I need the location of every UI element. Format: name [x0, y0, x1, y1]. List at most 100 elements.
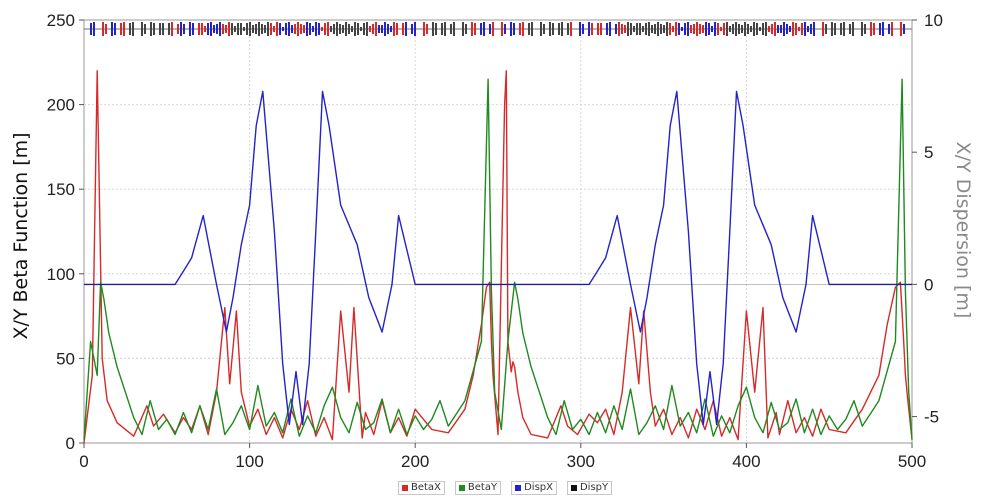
legend-item-betay: BetaY	[454, 481, 502, 495]
lattice-magnet	[444, 22, 446, 36]
lattice-magnet	[690, 25, 692, 33]
lattice-magnet	[660, 24, 662, 34]
lattice-magnet	[786, 24, 788, 34]
lattice-magnet	[333, 24, 335, 34]
lattice-magnet	[807, 26, 809, 32]
lattice-magnet	[201, 23, 203, 35]
lattice-magnet	[345, 22, 347, 36]
lattice-magnet	[312, 26, 314, 32]
lattice-magnet	[825, 24, 827, 34]
series-group	[83, 70, 913, 444]
lattice-magnet	[717, 23, 719, 35]
lattice-magnet	[834, 23, 836, 35]
lattice-magnet	[198, 23, 200, 35]
magnet-lattice-strip	[84, 22, 912, 36]
lattice-magnet	[804, 22, 806, 36]
lattice-magnet	[123, 22, 125, 36]
y-tick-label: 150	[47, 180, 75, 199]
lattice-magnet	[747, 24, 749, 34]
lattice-magnet	[735, 22, 737, 36]
lattice-magnet	[93, 22, 95, 36]
y-axis-label: X/Y Beta Function [m]	[10, 132, 32, 339]
lattice-magnet	[360, 27, 362, 31]
lattice-magnet	[276, 22, 278, 36]
lattice-magnet	[705, 22, 707, 36]
lattice-magnet	[129, 23, 131, 35]
lattice-magnet	[222, 24, 224, 34]
lattice-magnet	[789, 26, 791, 32]
lattice-magnet	[588, 22, 590, 36]
lattice-magnet	[642, 26, 644, 32]
legend-label: DispY	[579, 482, 609, 493]
lattice-magnet	[792, 22, 794, 36]
series-line-dispx	[84, 90, 912, 426]
lattice-magnet	[306, 22, 308, 36]
lattice-magnet	[768, 26, 770, 32]
lattice-magnet	[702, 25, 704, 33]
legend-label: BetaY	[467, 482, 498, 493]
lattice-magnet	[708, 23, 710, 35]
x-tick-label: 100	[235, 452, 263, 471]
lattice-magnet	[723, 23, 725, 35]
y2-tick-label: 5	[924, 143, 933, 162]
x-axis-ticks: 0 100 200 300 400 500	[79, 443, 926, 471]
lattice-magnet	[762, 23, 764, 35]
lattice-magnet	[411, 24, 413, 34]
lattice-magnet	[882, 22, 884, 36]
x-tick-label: 400	[732, 452, 760, 471]
lattice-magnet	[759, 27, 761, 31]
lattice-magnet	[111, 22, 113, 36]
lattice-magnet	[843, 22, 845, 36]
lattice-magnet	[606, 23, 608, 35]
lattice-magnet	[288, 22, 290, 36]
lattice-magnet	[261, 24, 263, 34]
lattice-magnet	[777, 25, 779, 33]
lattice-magnet	[558, 23, 560, 35]
lattice-magnet	[774, 22, 776, 36]
lattice-magnet	[390, 26, 392, 32]
lattice-magnet	[552, 23, 554, 35]
lattice-magnet	[252, 25, 254, 33]
lattice-magnet	[423, 22, 425, 36]
lattice-magnet	[162, 23, 164, 35]
lattice-magnet	[378, 25, 380, 33]
legend-item-betax: BetaX	[398, 481, 445, 495]
lattice-magnet	[621, 24, 623, 34]
lattice-magnet	[741, 25, 743, 33]
lattice-magnet	[669, 23, 671, 35]
lattice-magnet	[351, 26, 353, 32]
lattice-magnet	[237, 23, 239, 35]
lattice-magnet	[657, 22, 659, 36]
lattice-magnet	[339, 24, 341, 34]
lattice-magnet	[684, 23, 686, 35]
lattice-magnet	[471, 22, 473, 36]
lattice-magnet	[720, 27, 722, 31]
lattice-magnet	[831, 22, 833, 36]
lattice-magnet	[783, 22, 785, 36]
lattice-magnet	[369, 26, 371, 32]
lattice-magnet	[324, 23, 326, 35]
lattice-magnet	[414, 22, 416, 36]
x-tick-label: 300	[567, 452, 595, 471]
lattice-magnet	[489, 24, 491, 34]
lattice-magnet	[597, 23, 599, 35]
lattice-magnet	[663, 25, 665, 33]
lattice-magnet	[510, 22, 512, 36]
grid-lines	[84, 20, 912, 443]
y-tick-label: 200	[47, 96, 75, 115]
lattice-magnet	[753, 22, 755, 36]
lattice-magnet	[549, 22, 551, 36]
lattice-magnet	[432, 22, 434, 36]
y-tick-label: 50	[56, 349, 75, 368]
lattice-magnet	[852, 22, 854, 36]
y2-tick-label: 10	[924, 11, 943, 30]
lattice-magnet	[654, 24, 656, 34]
lattice-magnet	[303, 25, 305, 33]
lattice-magnet	[636, 23, 638, 35]
lattice-magnet	[651, 25, 653, 33]
lattice-magnet	[105, 24, 107, 34]
lattice-magnet	[435, 23, 437, 35]
lattice-magnet	[618, 22, 620, 36]
lattice-magnet	[711, 26, 713, 32]
